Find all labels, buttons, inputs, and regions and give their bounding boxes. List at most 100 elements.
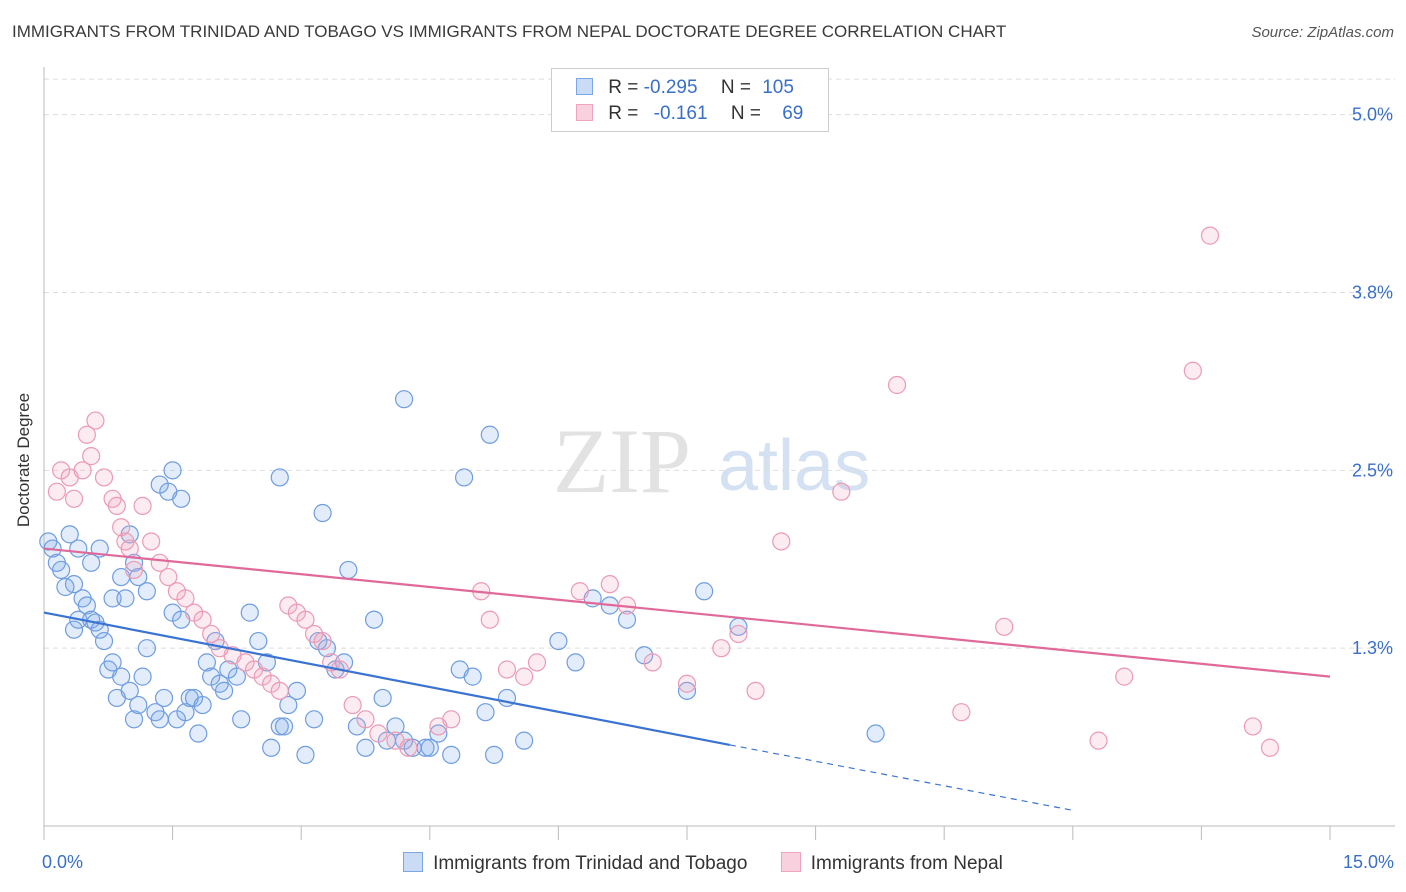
data-point — [729, 624, 748, 644]
data-point — [386, 717, 405, 736]
y-tick-label: 1.3% — [1352, 638, 1393, 658]
data-point — [56, 577, 75, 597]
data-point — [746, 681, 765, 700]
data-point — [47, 553, 66, 572]
data-point — [214, 681, 234, 700]
data-point — [112, 667, 131, 686]
data-point — [287, 681, 307, 700]
data-point — [60, 525, 79, 544]
data-point — [527, 653, 547, 672]
data-point — [197, 653, 216, 672]
data-point — [866, 724, 885, 743]
data-point — [296, 610, 315, 629]
data-point — [369, 724, 388, 743]
data-point — [227, 667, 246, 686]
x-tick-label-min: 0.0% — [42, 852, 84, 872]
r-label: R = — [608, 77, 639, 98]
data-point — [249, 631, 268, 651]
r-value: -0.161 — [653, 103, 708, 124]
data-point — [112, 518, 131, 537]
data-point — [150, 475, 169, 494]
trend-line-trinidad — [43, 611, 731, 746]
data-point — [129, 695, 148, 715]
data-point — [107, 496, 126, 516]
data-point — [94, 468, 114, 487]
data-point — [133, 667, 152, 686]
data-point — [103, 653, 122, 672]
y-tick-label: 3.8% — [1352, 283, 1393, 303]
trend-lines — [43, 547, 1331, 811]
data-point — [1260, 738, 1280, 757]
data-point — [485, 745, 504, 764]
data-point — [296, 745, 315, 764]
data-point — [399, 738, 418, 757]
data-point — [202, 624, 221, 644]
data-point — [339, 560, 358, 580]
axes — [43, 67, 1395, 840]
data-point — [176, 703, 195, 722]
chart-title: IMMIGRANTS FROM TRINIDAD AND TOBAGO VS I… — [12, 22, 1007, 41]
stats-row-series1: R = -0.295 N = 105 — [576, 77, 794, 101]
data-point — [137, 582, 156, 601]
data-point — [480, 610, 499, 629]
data-point — [394, 390, 414, 409]
data-point — [643, 653, 662, 672]
data-point — [356, 738, 375, 757]
data-point — [103, 589, 122, 608]
data-point — [1200, 226, 1220, 245]
data-point — [549, 631, 568, 651]
data-point — [566, 653, 585, 672]
data-point — [176, 589, 195, 608]
data-point — [142, 532, 161, 551]
data-point — [600, 575, 619, 594]
stats-legend: R = -0.295 N = 105 R = -0.161 N = 69 — [551, 68, 829, 132]
data-point — [364, 610, 384, 629]
legend-item-trinidad[interactable]: Immigrants from Trinidad and Tobago — [403, 852, 747, 875]
data-point — [887, 375, 907, 395]
series-nepal — [47, 226, 1280, 757]
data-point — [442, 745, 461, 764]
watermark-atlas: atlas — [718, 426, 870, 506]
data-point — [1183, 361, 1202, 380]
data-point — [270, 681, 289, 700]
data-point — [570, 582, 589, 601]
data-point — [137, 639, 156, 658]
data-point — [232, 710, 251, 729]
legend-swatch-nepal — [780, 852, 801, 872]
data-point — [262, 738, 281, 757]
data-point — [172, 489, 191, 508]
data-point — [240, 603, 259, 622]
data-point — [133, 496, 152, 516]
data-point — [373, 688, 392, 708]
data-point — [270, 717, 289, 736]
data-point — [73, 461, 92, 480]
data-point — [712, 639, 731, 658]
x-tick-label-max: 15.0% — [1342, 852, 1394, 872]
series2-swatch — [576, 104, 593, 121]
series1-swatch — [576, 78, 593, 95]
r-value: -0.295 — [643, 77, 698, 98]
data-point — [274, 717, 294, 736]
data-point — [159, 567, 178, 587]
data-point — [515, 731, 534, 750]
data-point — [304, 710, 324, 729]
data-point — [193, 695, 212, 715]
trend-line-nepal — [43, 547, 1331, 678]
data-point — [150, 553, 169, 572]
data-point — [124, 710, 144, 729]
y-tick-label: 5.0% — [1352, 105, 1393, 125]
data-point — [64, 620, 84, 639]
data-point — [1115, 667, 1134, 686]
data-point — [515, 667, 534, 686]
data-point — [497, 660, 517, 679]
data-point — [480, 425, 499, 444]
legend-item-nepal[interactable]: Immigrants from Nepal — [780, 852, 1003, 875]
data-point — [313, 631, 332, 651]
data-point — [82, 447, 101, 466]
data-point — [454, 468, 474, 487]
data-point — [77, 425, 96, 444]
series-points — [39, 226, 1280, 764]
data-point — [86, 411, 105, 430]
data-point — [476, 703, 495, 722]
data-point — [1089, 731, 1108, 750]
